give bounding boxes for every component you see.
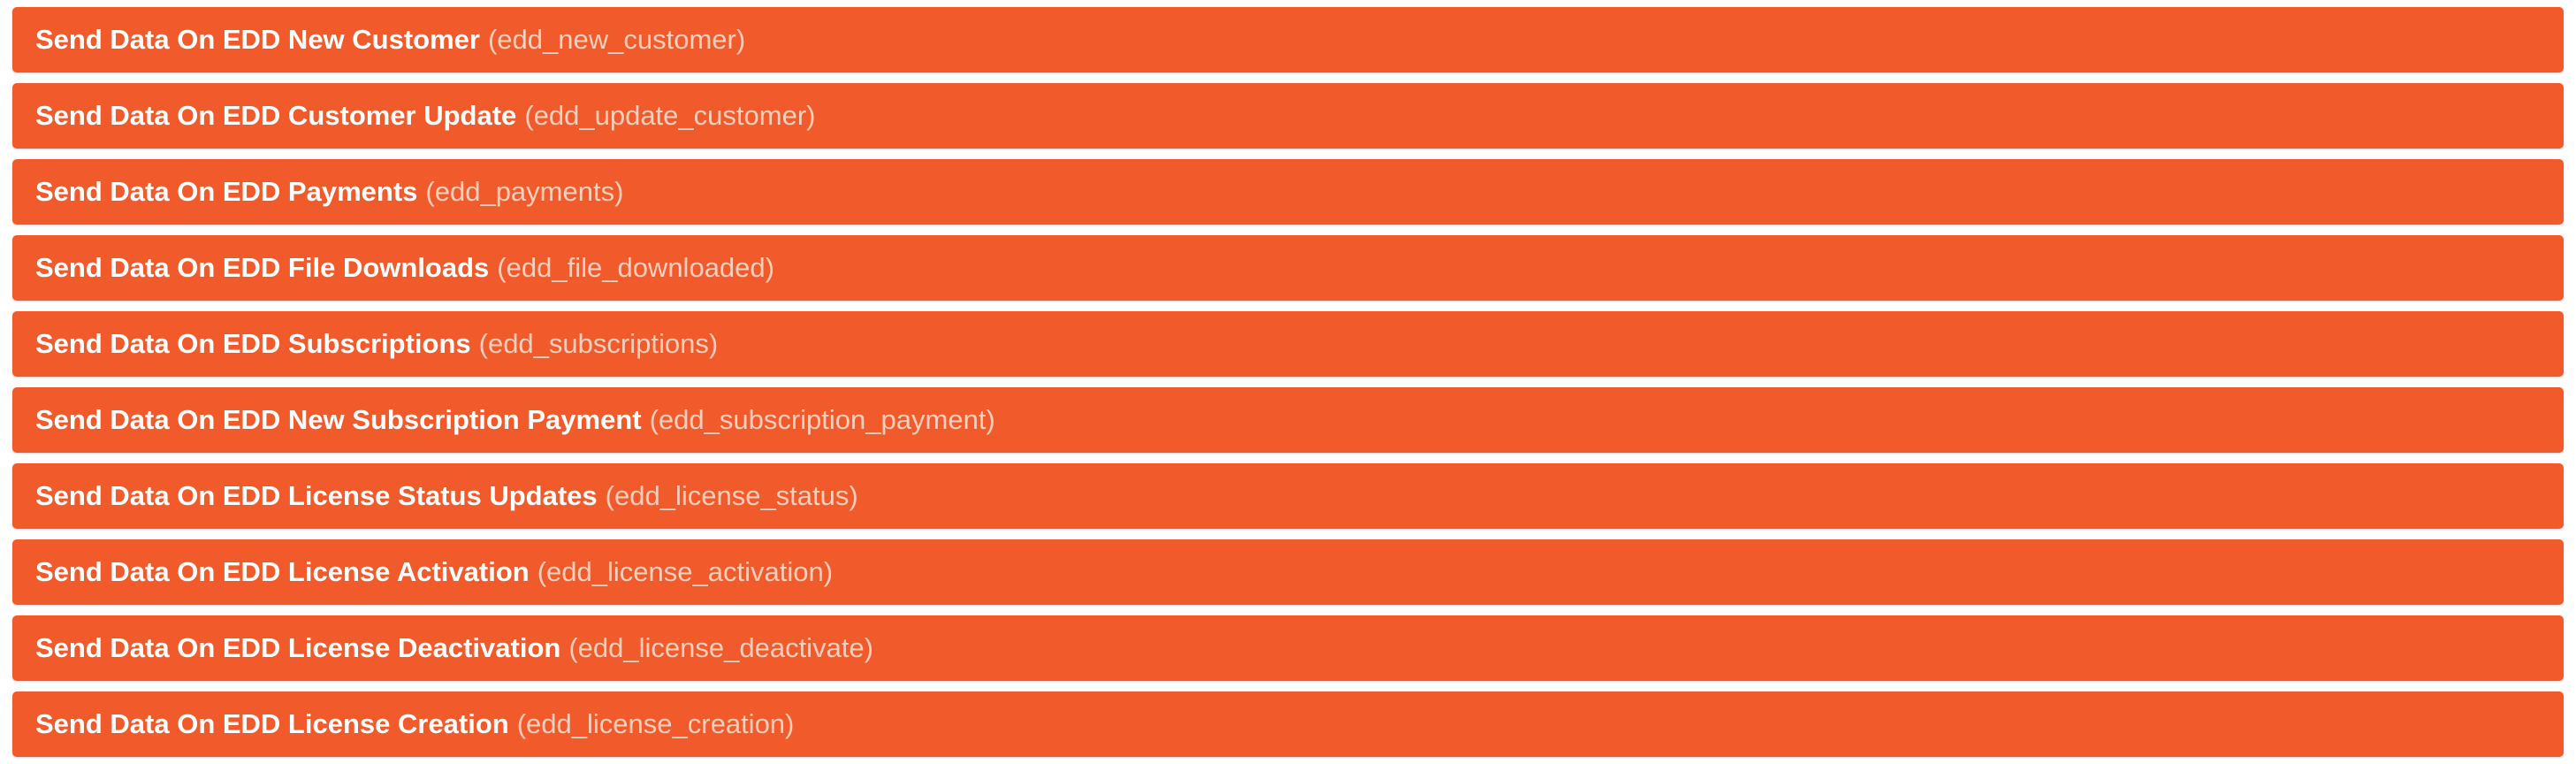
trigger-title: Send Data On EDD New Customer: [35, 24, 480, 55]
trigger-slug: (edd_subscription_payment): [649, 404, 995, 435]
trigger-row-edd-license-status[interactable]: Send Data On EDD License Status Updates …: [12, 463, 2564, 529]
trigger-slug: (edd_license_status): [605, 480, 858, 511]
trigger-title: Send Data On EDD File Downloads: [35, 252, 490, 283]
trigger-title: Send Data On EDD New Subscription Paymen…: [35, 404, 642, 435]
trigger-slug: (edd_license_activation): [537, 556, 834, 587]
trigger-title: Send Data On EDD License Creation: [35, 708, 509, 739]
trigger-row-edd-license-activation[interactable]: Send Data On EDD License Activation (edd…: [12, 539, 2564, 605]
trigger-row-edd-subscription-payment[interactable]: Send Data On EDD New Subscription Paymen…: [12, 387, 2564, 453]
trigger-title: Send Data On EDD Payments: [35, 176, 418, 207]
trigger-title: Send Data On EDD License Activation: [35, 556, 530, 587]
trigger-list: Send Data On EDD New Customer (edd_new_c…: [12, 7, 2564, 757]
trigger-slug: (edd_new_customer): [487, 24, 746, 55]
trigger-title: Send Data On EDD License Deactivation: [35, 632, 561, 663]
trigger-row-edd-file-downloaded[interactable]: Send Data On EDD File Downloads (edd_fil…: [12, 235, 2564, 301]
trigger-slug: (edd_subscriptions): [478, 328, 719, 359]
trigger-row-edd-new-customer[interactable]: Send Data On EDD New Customer (edd_new_c…: [12, 7, 2564, 73]
trigger-row-edd-payments[interactable]: Send Data On EDD Payments (edd_payments): [12, 159, 2564, 225]
trigger-title: Send Data On EDD Customer Update: [35, 100, 517, 131]
trigger-row-edd-license-creation[interactable]: Send Data On EDD License Creation (edd_l…: [12, 691, 2564, 757]
trigger-row-edd-license-deactivate[interactable]: Send Data On EDD License Deactivation (e…: [12, 615, 2564, 681]
trigger-slug: (edd_file_downloaded): [497, 252, 774, 283]
trigger-slug: (edd_license_creation): [516, 708, 795, 739]
trigger-slug: (edd_license_deactivate): [568, 632, 873, 663]
trigger-slug: (edd_payments): [425, 176, 624, 207]
trigger-slug: (edd_update_customer): [524, 100, 816, 131]
trigger-row-edd-subscriptions[interactable]: Send Data On EDD Subscriptions (edd_subs…: [12, 311, 2564, 377]
trigger-title: Send Data On EDD Subscriptions: [35, 328, 471, 359]
trigger-row-edd-update-customer[interactable]: Send Data On EDD Customer Update (edd_up…: [12, 83, 2564, 149]
trigger-title: Send Data On EDD License Status Updates: [35, 480, 598, 511]
